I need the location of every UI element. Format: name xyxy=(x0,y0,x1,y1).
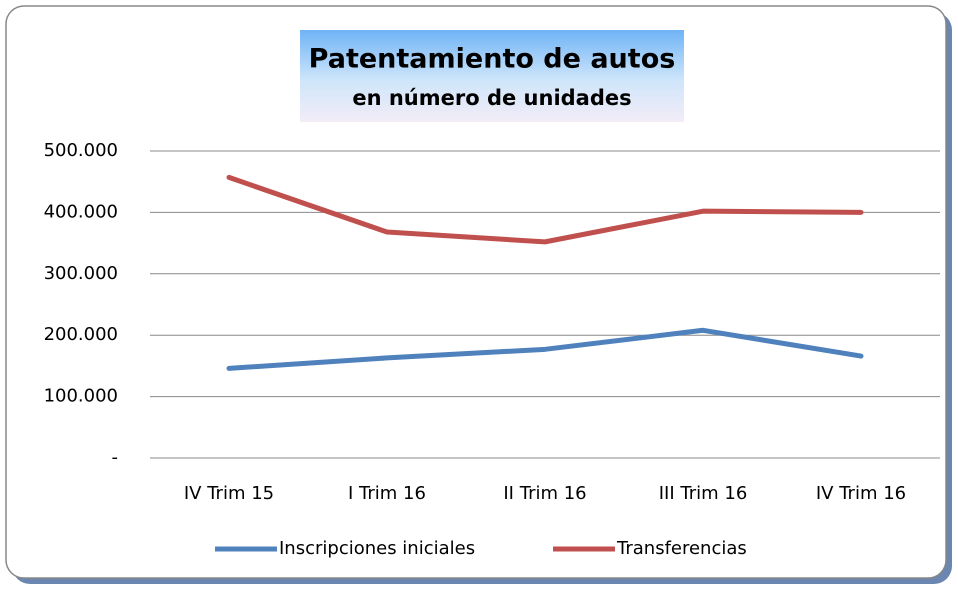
y-tick-label: 500.000 xyxy=(44,140,118,161)
legend-label: Transferencias xyxy=(616,538,747,559)
y-tick-label: 400.000 xyxy=(44,201,118,222)
x-tick-label: IV Trim 16 xyxy=(816,483,906,504)
x-tick-label: IV Trim 15 xyxy=(184,483,274,504)
y-tick-label: - xyxy=(112,447,119,468)
x-tick-label: I Trim 16 xyxy=(348,483,426,504)
line-series xyxy=(226,174,864,245)
y-tick-label: 200.000 xyxy=(44,324,118,345)
x-tick-label: III Trim 16 xyxy=(659,483,748,504)
y-tick-label: 100.000 xyxy=(44,386,118,407)
title-box xyxy=(300,30,684,122)
line-series xyxy=(226,327,864,371)
frame xyxy=(5,5,947,579)
chart-title: Patentamiento de autos xyxy=(309,44,676,75)
chart-subtitle: en número de unidades xyxy=(352,86,631,110)
y-tick-label: 300.000 xyxy=(44,263,118,284)
legend-label: Inscripciones iniciales xyxy=(279,538,475,559)
x-tick-label: II Trim 16 xyxy=(503,483,586,504)
